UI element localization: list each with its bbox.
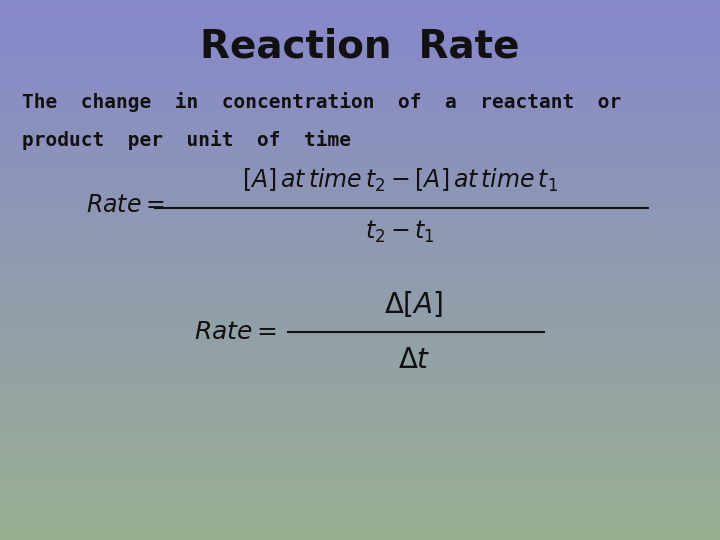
Text: $t_2-t_1$: $t_2-t_1$ [365,219,434,245]
Text: $Rate=$: $Rate=$ [194,320,277,344]
Text: $Rate=$: $Rate=$ [86,193,165,217]
Text: $\Delta t$: $\Delta t$ [397,346,431,374]
Text: The  change  in  concentration  of  a  reactant  or: The change in concentration of a reactan… [22,92,621,112]
Text: $[A]\,at\,time\,t_2-[A]\,at\,time\,t_1$: $[A]\,at\,time\,t_2-[A]\,at\,time\,t_1$ [242,167,557,194]
Text: Reaction  Rate: Reaction Rate [200,27,520,65]
Text: $\Delta[A]$: $\Delta[A]$ [384,288,444,319]
Text: product  per  unit  of  time: product per unit of time [22,130,351,150]
